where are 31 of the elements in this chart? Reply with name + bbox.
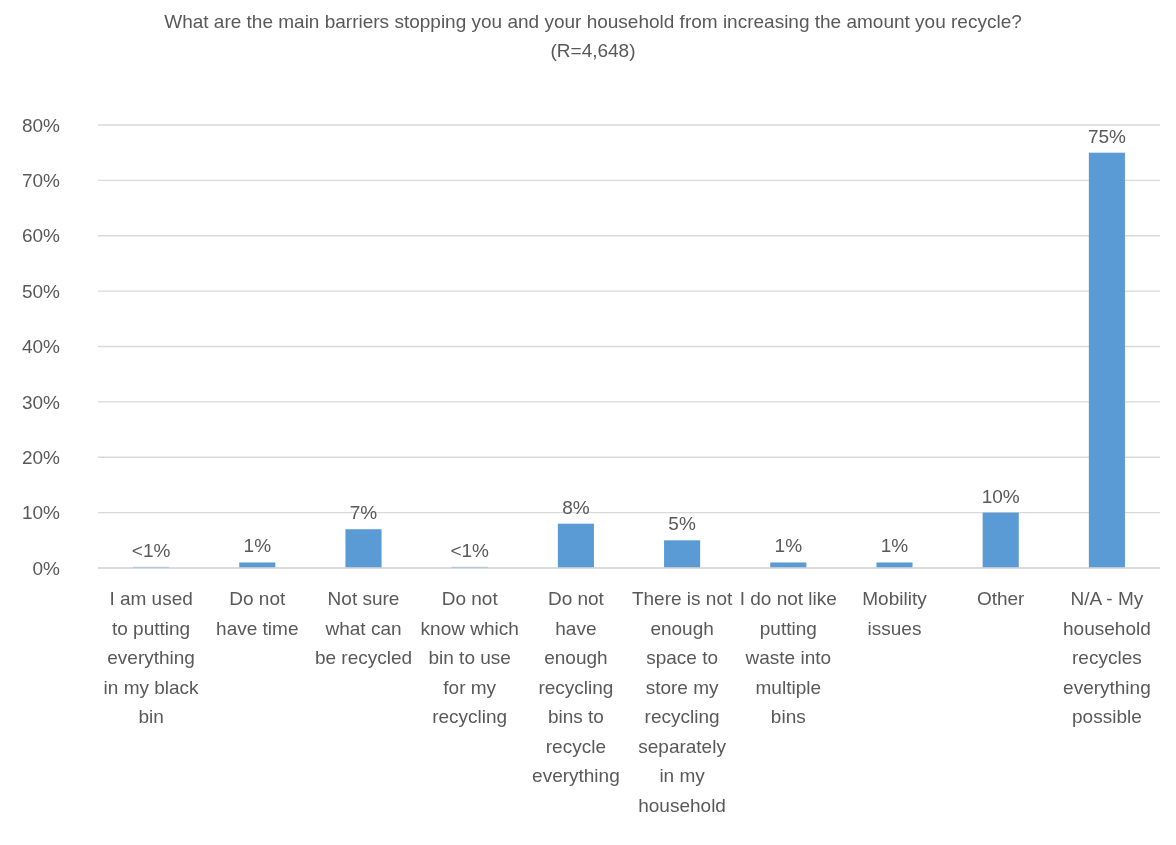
chart-subtitle: (R=4,648)	[550, 40, 636, 61]
x-tick-label: Mobility issues	[862, 588, 928, 639]
x-tick-label: Not sure what can be recycled	[314, 588, 413, 668]
data-label: 75%	[1087, 125, 1127, 147]
data-label: 8%	[562, 496, 590, 518]
data-label: 1%	[880, 535, 909, 557]
x-tick-label: Do not have time	[216, 588, 299, 639]
x-tick-label: I do not like putting waste into multiple bins	[739, 588, 837, 727]
data-label: 7%	[349, 502, 378, 524]
y-tick-label: 70%	[21, 170, 61, 192]
y-tick-label: 60%	[21, 225, 61, 247]
chart-title: What are the main barriers stopping you and your household from increasing the amount you recycle?	[164, 11, 1022, 32]
data-label: <1%	[450, 539, 490, 561]
y-tick-label: 10%	[21, 502, 61, 524]
x-tick-label: I am used to putting everything in my black bin	[103, 588, 200, 727]
x-tick-label: Do not know which bin to use for my recycling	[420, 588, 519, 727]
x-tick-label: Do not have enough recycling bins to recycle everything	[532, 588, 620, 786]
x-tick-label: There is not enough space to store my recycling separately in my household	[631, 588, 733, 816]
data-label: 1%	[774, 535, 803, 557]
x-tick-label: Other	[976, 588, 1026, 609]
x-tick-label: N/A - My household recycles everything possible	[1063, 588, 1151, 727]
y-tick-label: 30%	[21, 391, 61, 413]
y-tick-label: 80%	[21, 114, 61, 136]
y-tick-label: 50%	[21, 280, 61, 302]
data-label: <1%	[131, 539, 171, 561]
data-label: 1%	[243, 535, 272, 557]
y-tick-label: 0%	[32, 557, 61, 579]
y-tick-label: 20%	[21, 446, 61, 468]
data-label: 5%	[668, 513, 696, 535]
y-tick-label: 40%	[21, 336, 61, 358]
data-label: 10%	[981, 485, 1020, 507]
